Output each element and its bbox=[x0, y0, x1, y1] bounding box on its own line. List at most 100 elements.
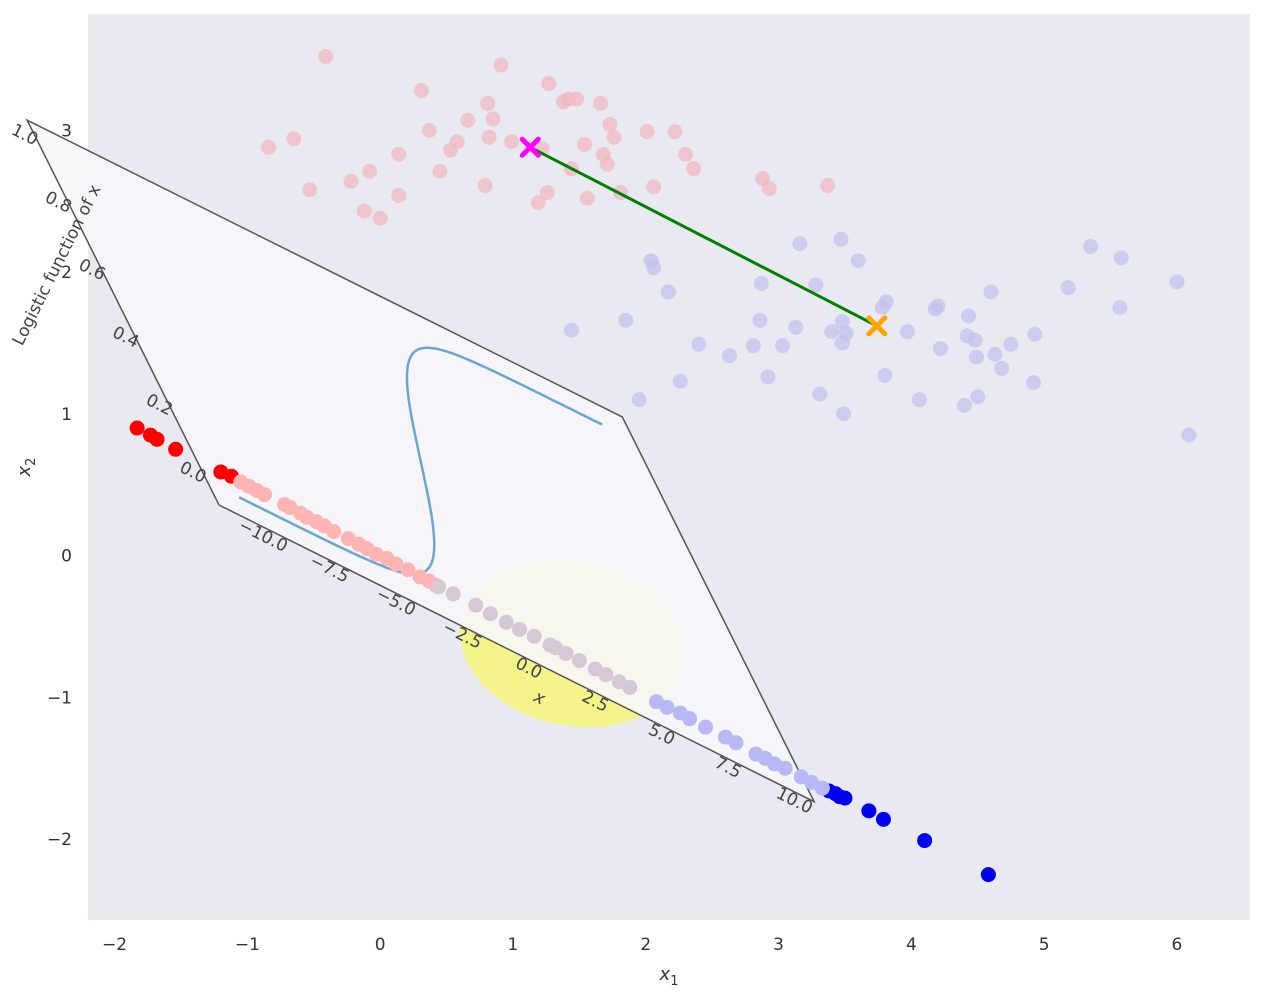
class_b_cloud-point bbox=[792, 236, 808, 252]
class_a_cloud-point bbox=[639, 124, 655, 140]
class_a_cloud-point bbox=[569, 91, 585, 107]
class_b_cloud-point bbox=[618, 312, 634, 328]
overlap_region-point bbox=[445, 586, 461, 602]
class_a_cloud-point bbox=[480, 95, 496, 111]
y-tick-label: 2 bbox=[61, 263, 72, 283]
class_a_cloud-point bbox=[443, 142, 459, 158]
class_a_cloud-point bbox=[356, 203, 372, 219]
x-axis-label-sub: 1 bbox=[670, 974, 678, 989]
x-axis-label: x1 bbox=[659, 964, 679, 989]
class_b_cloud-point bbox=[983, 284, 999, 300]
x-tick-label: 4 bbox=[906, 935, 917, 955]
class_b_projected_outside-point bbox=[980, 867, 996, 883]
class_a_cloud-point bbox=[820, 178, 836, 194]
class_a_cloud-point bbox=[460, 112, 476, 128]
overlap_region-point bbox=[512, 621, 528, 637]
class_b_cloud-point bbox=[878, 294, 894, 310]
class_a_cloud-point bbox=[391, 146, 407, 162]
class_a_cloud-point bbox=[606, 129, 622, 145]
x-tick-labels: −2 −1 0 1 2 3 4 5 6 bbox=[102, 935, 1182, 955]
overlap_region-point bbox=[558, 645, 574, 661]
class_a_cloud-point bbox=[477, 178, 493, 194]
class_b_projected_inside-point bbox=[698, 719, 714, 735]
class_a_cloud-point bbox=[602, 117, 618, 133]
x-tick-label: 3 bbox=[773, 935, 784, 955]
class_a_cloud-point bbox=[261, 139, 277, 155]
overlap_region-point bbox=[622, 679, 638, 695]
projected-points-layer bbox=[129, 420, 996, 883]
class_a_cloud-point bbox=[678, 146, 694, 162]
x-tick-label: 1 bbox=[508, 935, 519, 955]
class_a_cloud-point bbox=[493, 57, 509, 73]
x-tick-label: 6 bbox=[1172, 935, 1183, 955]
class_b_cloud-point bbox=[563, 322, 579, 338]
class_b_cloud-point bbox=[1083, 239, 1099, 255]
y-tick-label: −1 bbox=[47, 688, 72, 708]
class_b_cloud-point bbox=[911, 392, 927, 408]
class_b_cloud-point bbox=[753, 275, 769, 291]
class_b_cloud-point bbox=[927, 301, 943, 317]
class_b_cloud-point bbox=[1181, 427, 1197, 443]
class_b_cloud-point bbox=[1113, 250, 1129, 266]
class_a_cloud-point bbox=[646, 179, 662, 195]
y-tick-label: 0 bbox=[61, 547, 72, 567]
overlap_region-point bbox=[482, 606, 498, 622]
end-x-marker-stroke bbox=[866, 315, 888, 337]
overlap_region-point bbox=[431, 579, 447, 595]
start-x-marker-stroke bbox=[519, 136, 541, 158]
class_b_cloud-point bbox=[968, 349, 984, 365]
class_b_cloud-point bbox=[1112, 299, 1128, 315]
x-tick-label: 5 bbox=[1039, 935, 1050, 955]
class_b_projected_outside-point bbox=[861, 803, 877, 819]
class_b_cloud-point bbox=[812, 386, 828, 402]
class_b_cloud-point bbox=[672, 373, 688, 389]
end-x-marker bbox=[866, 315, 888, 337]
class_b_projected_inside-point bbox=[659, 699, 675, 715]
x-tick-label: −2 bbox=[102, 935, 127, 955]
class_b_cloud-point bbox=[721, 348, 737, 364]
class_a_cloud-point bbox=[481, 129, 497, 145]
class_b_cloud-point bbox=[1027, 326, 1043, 342]
class_b_projected_inside-point bbox=[682, 711, 698, 727]
y-tick-label: −2 bbox=[47, 830, 72, 850]
y-axis-label: x2 bbox=[14, 458, 39, 478]
class_b_cloud-point bbox=[994, 360, 1010, 376]
segment-layer bbox=[519, 136, 888, 337]
class_b_projected_outside-point bbox=[917, 833, 933, 849]
class_a_projected_inside-point bbox=[400, 562, 416, 578]
cloud-points-layer bbox=[261, 49, 1197, 443]
class_a_cloud-point bbox=[413, 83, 429, 99]
class_a_cloud-point bbox=[761, 180, 777, 196]
class_b_cloud-point bbox=[899, 324, 915, 340]
class_b_cloud-point bbox=[933, 341, 949, 357]
class_b_cloud-point bbox=[691, 336, 707, 352]
class_a_projected_outside-point bbox=[168, 441, 184, 457]
class_a_cloud-point bbox=[485, 111, 501, 127]
class_a_projected_outside-point bbox=[149, 431, 165, 447]
class_b_projected_outside-point bbox=[837, 790, 853, 806]
class_a_projected_outside-point bbox=[129, 420, 145, 436]
class_b_cloud-point bbox=[970, 389, 986, 405]
y-tick-label: 3 bbox=[61, 121, 72, 141]
class_b_cloud-point bbox=[752, 312, 768, 328]
projection-segment bbox=[529, 145, 878, 328]
overlap_region-point bbox=[526, 628, 542, 644]
y-tick-label: 1 bbox=[61, 405, 72, 425]
class_a_cloud-point bbox=[686, 161, 702, 177]
class_b_projected_outside-point bbox=[875, 811, 891, 827]
class_a_cloud-point bbox=[541, 75, 557, 91]
class_a_cloud-point bbox=[362, 163, 378, 179]
class_b_cloud-point bbox=[1003, 336, 1019, 352]
class_b_cloud-point bbox=[967, 332, 983, 348]
logistic-inset-plot: −10.0−7.5−5.0−2.50.02.55.07.510.00.00.20… bbox=[8, 118, 816, 818]
class_b_cloud-point bbox=[646, 260, 662, 276]
class_a_cloud-point bbox=[421, 122, 437, 138]
class_b_cloud-point bbox=[836, 406, 852, 422]
class_a_cloud-point bbox=[530, 195, 546, 211]
overlap_region-point bbox=[598, 667, 614, 683]
class_b_cloud-point bbox=[1169, 274, 1185, 290]
class_a_cloud-point bbox=[391, 187, 407, 203]
class_b_cloud-point bbox=[1026, 375, 1042, 391]
